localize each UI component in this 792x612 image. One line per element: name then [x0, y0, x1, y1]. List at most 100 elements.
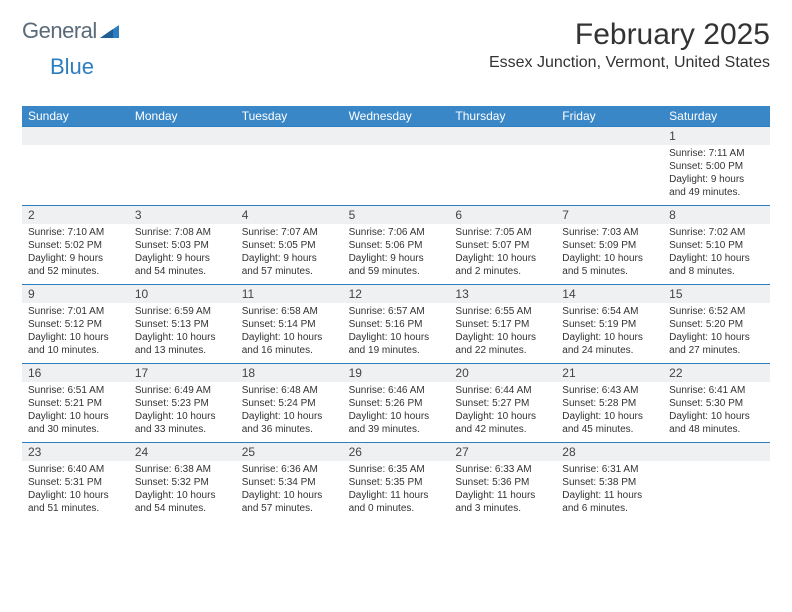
- daylight-line-2: and 3 minutes.: [455, 502, 550, 515]
- day-cell: Sunrise: 7:10 AMSunset: 5:02 PMDaylight:…: [22, 224, 129, 284]
- day-cell: [236, 145, 343, 205]
- day-number: [663, 443, 770, 461]
- weekday-label: Friday: [556, 106, 663, 126]
- sunset-line: Sunset: 5:28 PM: [562, 397, 657, 410]
- daylight-line: Daylight: 9 hours: [669, 173, 764, 186]
- daylight-line: Daylight: 9 hours: [242, 252, 337, 265]
- weekday-label: Wednesday: [343, 106, 450, 126]
- sunset-line: Sunset: 5:24 PM: [242, 397, 337, 410]
- day-cell: Sunrise: 6:46 AMSunset: 5:26 PMDaylight:…: [343, 382, 450, 442]
- sunset-line: Sunset: 5:38 PM: [562, 476, 657, 489]
- sunrise-line: Sunrise: 6:46 AM: [349, 384, 444, 397]
- sunrise-line: Sunrise: 6:58 AM: [242, 305, 337, 318]
- day-cell: [449, 145, 556, 205]
- sunset-line: Sunset: 5:31 PM: [28, 476, 123, 489]
- weekday-header: SundayMondayTuesdayWednesdayThursdayFrid…: [22, 106, 770, 126]
- daylight-line: Daylight: 10 hours: [669, 252, 764, 265]
- daylight-line: Daylight: 10 hours: [349, 410, 444, 423]
- sunset-line: Sunset: 5:30 PM: [669, 397, 764, 410]
- day-number: 23: [22, 443, 129, 461]
- sunrise-line: Sunrise: 6:44 AM: [455, 384, 550, 397]
- day-number: 22: [663, 364, 770, 382]
- sunrise-line: Sunrise: 7:02 AM: [669, 226, 764, 239]
- day-cell: Sunrise: 7:05 AMSunset: 5:07 PMDaylight:…: [449, 224, 556, 284]
- daylight-line-2: and 22 minutes.: [455, 344, 550, 357]
- daylight-line: Daylight: 9 hours: [28, 252, 123, 265]
- daylight-line: Daylight: 11 hours: [455, 489, 550, 502]
- daylight-line-2: and 48 minutes.: [669, 423, 764, 436]
- day-cell: Sunrise: 6:51 AMSunset: 5:21 PMDaylight:…: [22, 382, 129, 442]
- day-cell: Sunrise: 7:07 AMSunset: 5:05 PMDaylight:…: [236, 224, 343, 284]
- daylight-line: Daylight: 10 hours: [135, 331, 230, 344]
- daylight-line: Daylight: 10 hours: [28, 489, 123, 502]
- daylight-line-2: and 8 minutes.: [669, 265, 764, 278]
- day-number: 2: [22, 206, 129, 224]
- sunrise-line: Sunrise: 6:41 AM: [669, 384, 764, 397]
- daylight-line-2: and 36 minutes.: [242, 423, 337, 436]
- week-row: Sunrise: 6:40 AMSunset: 5:31 PMDaylight:…: [22, 461, 770, 521]
- day-cell: Sunrise: 7:02 AMSunset: 5:10 PMDaylight:…: [663, 224, 770, 284]
- sunrise-line: Sunrise: 6:55 AM: [455, 305, 550, 318]
- day-cell: Sunrise: 6:35 AMSunset: 5:35 PMDaylight:…: [343, 461, 450, 521]
- sunset-line: Sunset: 5:02 PM: [28, 239, 123, 252]
- day-number: 13: [449, 285, 556, 303]
- day-cell: Sunrise: 7:01 AMSunset: 5:12 PMDaylight:…: [22, 303, 129, 363]
- weekday-label: Tuesday: [236, 106, 343, 126]
- day-number: 4: [236, 206, 343, 224]
- day-number: 5: [343, 206, 450, 224]
- sunset-line: Sunset: 5:23 PM: [135, 397, 230, 410]
- sunset-line: Sunset: 5:36 PM: [455, 476, 550, 489]
- daylight-line-2: and 54 minutes.: [135, 265, 230, 278]
- day-cell: Sunrise: 6:57 AMSunset: 5:16 PMDaylight:…: [343, 303, 450, 363]
- sunset-line: Sunset: 5:03 PM: [135, 239, 230, 252]
- week-row: Sunrise: 6:51 AMSunset: 5:21 PMDaylight:…: [22, 382, 770, 442]
- day-number: 11: [236, 285, 343, 303]
- sunset-line: Sunset: 5:32 PM: [135, 476, 230, 489]
- daylight-line: Daylight: 9 hours: [135, 252, 230, 265]
- daylight-line-2: and 10 minutes.: [28, 344, 123, 357]
- sunset-line: Sunset: 5:14 PM: [242, 318, 337, 331]
- day-number: 28: [556, 443, 663, 461]
- day-cell: Sunrise: 6:54 AMSunset: 5:19 PMDaylight:…: [556, 303, 663, 363]
- sunrise-line: Sunrise: 7:01 AM: [28, 305, 123, 318]
- daylight-line: Daylight: 10 hours: [455, 331, 550, 344]
- daylight-line-2: and 52 minutes.: [28, 265, 123, 278]
- sunset-line: Sunset: 5:20 PM: [669, 318, 764, 331]
- daylight-line: Daylight: 10 hours: [242, 410, 337, 423]
- daylight-line: Daylight: 11 hours: [349, 489, 444, 502]
- calendar-page: General February 2025 Essex Junction, Ve…: [0, 0, 792, 531]
- daylight-line: Daylight: 10 hours: [135, 410, 230, 423]
- day-cell: [129, 145, 236, 205]
- sunrise-line: Sunrise: 6:31 AM: [562, 463, 657, 476]
- day-number: 12: [343, 285, 450, 303]
- daylight-line: Daylight: 10 hours: [562, 331, 657, 344]
- sunrise-line: Sunrise: 6:43 AM: [562, 384, 657, 397]
- day-cell: Sunrise: 6:55 AMSunset: 5:17 PMDaylight:…: [449, 303, 556, 363]
- daylight-line: Daylight: 10 hours: [669, 331, 764, 344]
- calendar: SundayMondayTuesdayWednesdayThursdayFrid…: [22, 106, 770, 521]
- day-number: 18: [236, 364, 343, 382]
- day-cell: Sunrise: 6:41 AMSunset: 5:30 PMDaylight:…: [663, 382, 770, 442]
- day-number: [556, 127, 663, 145]
- day-cell: [556, 145, 663, 205]
- daylight-line: Daylight: 10 hours: [669, 410, 764, 423]
- day-number: 21: [556, 364, 663, 382]
- day-number: [129, 127, 236, 145]
- logo-triangle-icon: [99, 23, 121, 39]
- sunrise-line: Sunrise: 6:51 AM: [28, 384, 123, 397]
- sunrise-line: Sunrise: 6:59 AM: [135, 305, 230, 318]
- sunrise-line: Sunrise: 7:05 AM: [455, 226, 550, 239]
- daylight-line-2: and 0 minutes.: [349, 502, 444, 515]
- sunset-line: Sunset: 5:34 PM: [242, 476, 337, 489]
- daylight-line-2: and 57 minutes.: [242, 265, 337, 278]
- daynum-row: 2345678: [22, 205, 770, 224]
- day-cell: Sunrise: 7:08 AMSunset: 5:03 PMDaylight:…: [129, 224, 236, 284]
- sunrise-line: Sunrise: 6:40 AM: [28, 463, 123, 476]
- day-cell: Sunrise: 6:52 AMSunset: 5:20 PMDaylight:…: [663, 303, 770, 363]
- logo: General: [22, 18, 121, 44]
- day-cell: Sunrise: 6:44 AMSunset: 5:27 PMDaylight:…: [449, 382, 556, 442]
- daylight-line: Daylight: 10 hours: [562, 410, 657, 423]
- daylight-line-2: and 51 minutes.: [28, 502, 123, 515]
- daylight-line-2: and 42 minutes.: [455, 423, 550, 436]
- daynum-row: 232425262728: [22, 442, 770, 461]
